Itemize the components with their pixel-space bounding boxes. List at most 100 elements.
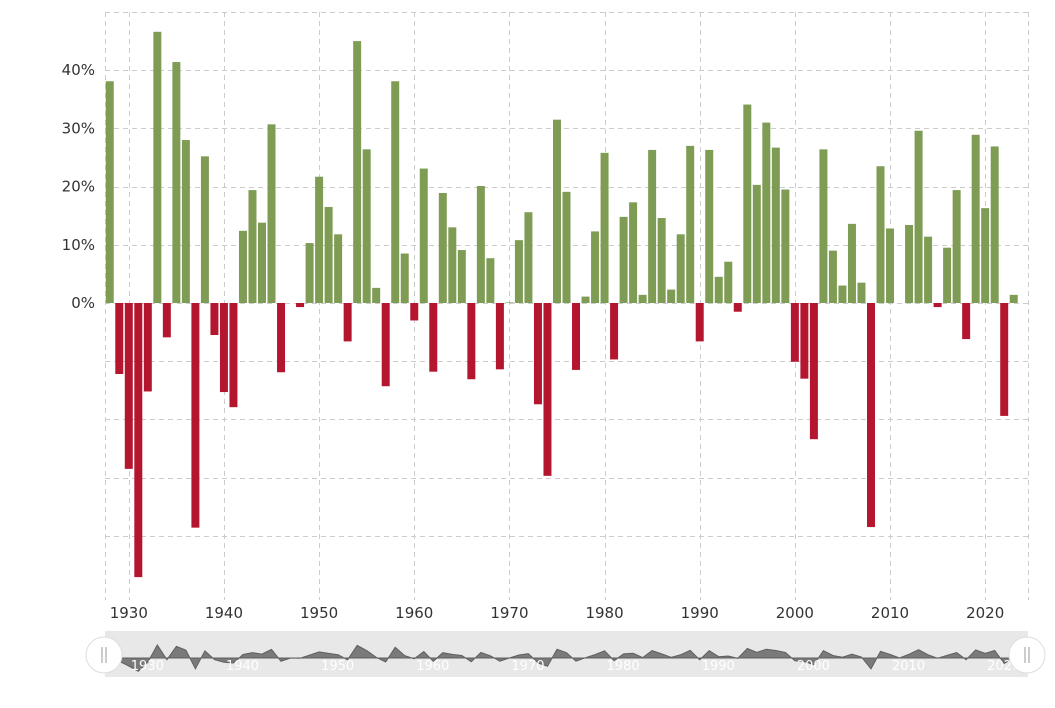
bar-1992[interactable] — [714, 276, 723, 303]
bar-1951[interactable] — [324, 206, 333, 303]
bar-2018[interactable] — [962, 303, 971, 340]
range-navigator[interactable]: 1930 1940 1950 1960 1970 1980 1990 2000 2010 2020 — [85, 631, 1046, 677]
bar-1967[interactable] — [476, 186, 485, 303]
bar-2008[interactable] — [867, 303, 875, 528]
bar-1966[interactable] — [467, 303, 476, 380]
bar-1980[interactable] — [600, 152, 609, 303]
bar-2003[interactable] — [819, 149, 828, 303]
bar-1932[interactable] — [143, 303, 152, 392]
bar-1942[interactable] — [238, 230, 247, 303]
bar-1935[interactable] — [172, 62, 181, 303]
bar-2012[interactable] — [905, 225, 914, 303]
bar-2001[interactable] — [800, 303, 809, 379]
bar-1959[interactable] — [400, 253, 409, 303]
bar-1976[interactable] — [562, 191, 571, 303]
bar-1952[interactable] — [334, 234, 343, 303]
x-tick-label: 2020 — [966, 604, 1004, 622]
bar-1933[interactable] — [153, 31, 162, 303]
bar-1995[interactable] — [743, 104, 752, 303]
bar-1965[interactable] — [457, 250, 466, 303]
bar-1974[interactable] — [543, 303, 552, 476]
bar-1941[interactable] — [229, 303, 238, 408]
bar-1972[interactable] — [524, 212, 533, 303]
bar-2022[interactable] — [1000, 303, 1009, 416]
bar-1956[interactable] — [372, 287, 381, 303]
bar-2006[interactable] — [847, 223, 856, 303]
bar-2005[interactable] — [838, 285, 847, 303]
bar-1944[interactable] — [258, 222, 266, 303]
bar-1964[interactable] — [448, 227, 457, 303]
bar-1960[interactable] — [410, 303, 419, 321]
bar-1991[interactable] — [705, 149, 714, 303]
x-tick-label: 1980 — [585, 604, 623, 622]
bar-2000[interactable] — [790, 303, 799, 362]
bar-1971[interactable] — [514, 240, 523, 303]
bar-1937[interactable] — [191, 303, 200, 528]
bar-1970[interactable] — [505, 302, 514, 303]
bar-1985[interactable] — [648, 149, 657, 303]
bar-1949[interactable] — [305, 243, 314, 303]
bar-1950[interactable] — [315, 176, 324, 303]
bar-2015[interactable] — [933, 303, 942, 308]
bar-2023[interactable] — [1009, 294, 1018, 303]
bar-1978[interactable] — [581, 296, 590, 303]
bar-2014[interactable] — [924, 236, 933, 303]
bar-1957[interactable] — [381, 303, 390, 387]
bar-1986[interactable] — [657, 218, 666, 303]
bar-1940[interactable] — [219, 303, 228, 393]
bar-2010[interactable] — [886, 228, 895, 304]
bar-1981[interactable] — [610, 303, 619, 360]
bar-1999[interactable] — [781, 189, 790, 303]
bar-1961[interactable] — [419, 168, 428, 303]
bar-2002[interactable] — [809, 303, 818, 440]
bar-1973[interactable] — [533, 303, 542, 405]
bar-1936[interactable] — [181, 140, 190, 303]
bar-1983[interactable] — [629, 202, 638, 303]
bar-2004[interactable] — [828, 250, 837, 303]
bar-1955[interactable] — [362, 149, 371, 303]
bar-1994[interactable] — [733, 303, 742, 312]
bar-1931[interactable] — [134, 303, 143, 578]
navigator-left-handle[interactable] — [85, 636, 123, 674]
bar-1954[interactable] — [353, 41, 362, 303]
bar-1989[interactable] — [686, 145, 695, 303]
bar-1945[interactable] — [267, 124, 276, 303]
bar-1962[interactable] — [429, 303, 438, 372]
bar-1993[interactable] — [724, 261, 733, 303]
bar-1988[interactable] — [676, 234, 685, 303]
bar-2009[interactable] — [876, 166, 885, 303]
bar-1990[interactable] — [695, 303, 704, 342]
navigator-tick-label: 1960 — [416, 659, 449, 674]
bar-2021[interactable] — [990, 146, 999, 303]
bar-1996[interactable] — [752, 184, 761, 303]
bar-1997[interactable] — [762, 122, 771, 303]
bar-1943[interactable] — [248, 190, 257, 303]
bar-1979[interactable] — [591, 231, 600, 303]
bar-1958[interactable] — [391, 81, 400, 303]
bar-2019[interactable] — [971, 134, 980, 303]
bar-1953[interactable] — [343, 303, 352, 342]
bar-1998[interactable] — [771, 147, 780, 303]
bar-2016[interactable] — [943, 247, 952, 303]
bar-1939[interactable] — [210, 303, 219, 336]
bar-1969[interactable] — [495, 303, 504, 370]
bar-1963[interactable] — [438, 193, 447, 303]
bar-1928[interactable] — [105, 81, 114, 303]
bar-1968[interactable] — [486, 258, 495, 303]
bar-2017[interactable] — [952, 190, 961, 303]
bar-1975[interactable] — [552, 119, 561, 303]
bar-1930[interactable] — [124, 303, 133, 469]
bar-1982[interactable] — [619, 216, 628, 303]
navigator-right-handle[interactable] — [1008, 636, 1046, 674]
bar-2020[interactable] — [981, 208, 990, 303]
bar-1948[interactable] — [296, 303, 305, 308]
bar-1934[interactable] — [162, 303, 171, 338]
bar-2013[interactable] — [914, 130, 923, 303]
bar-1977[interactable] — [572, 303, 581, 370]
bar-1929[interactable] — [115, 303, 124, 374]
bar-1938[interactable] — [200, 156, 209, 303]
bar-1987[interactable] — [667, 289, 676, 303]
bar-1984[interactable] — [638, 294, 647, 303]
bar-1946[interactable] — [277, 303, 286, 373]
bar-2007[interactable] — [857, 282, 866, 303]
